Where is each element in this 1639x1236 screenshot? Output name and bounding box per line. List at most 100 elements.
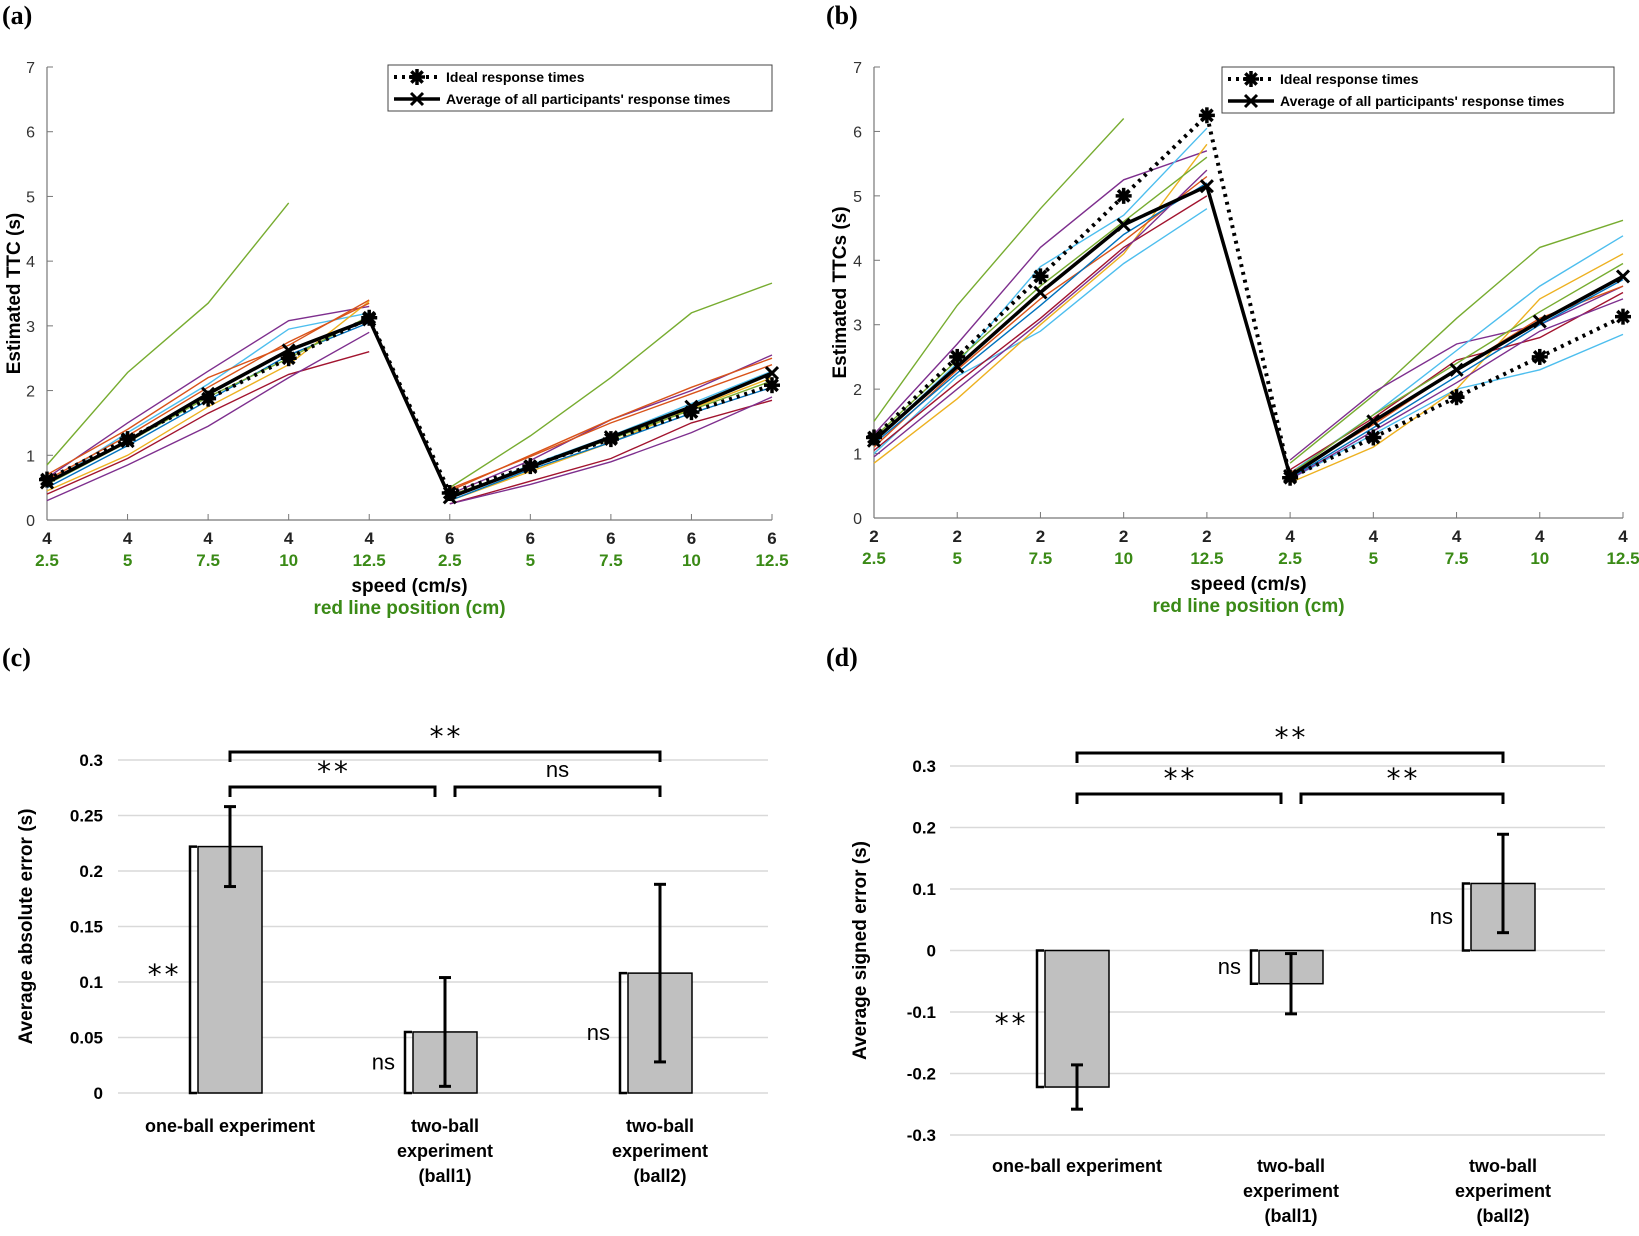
- legend-ideal-label: Ideal response times: [1280, 71, 1419, 87]
- participant-line: [873, 156, 1208, 439]
- y-tick-label: 5: [26, 189, 35, 206]
- average-marker: [1615, 269, 1631, 284]
- comparison-bracket: [228, 785, 437, 797]
- participant-line: [46, 305, 370, 479]
- y-tick-label: 0: [94, 1084, 103, 1103]
- y-tick-label: 0: [26, 513, 35, 530]
- y-tick-label: 7: [26, 60, 35, 77]
- bar-significance-bracket: [1249, 949, 1258, 985]
- x-tick-speed: 2: [1119, 527, 1128, 546]
- participant-line: [1289, 333, 1624, 480]
- y-tick-label: 0.2: [79, 862, 103, 881]
- ideal-marker: [280, 350, 297, 367]
- x-tick-speed: 6: [606, 529, 615, 548]
- ideal-marker: [361, 309, 378, 326]
- x-tick-position: 7.5: [196, 551, 220, 570]
- x-tick-position: 2.5: [862, 549, 886, 568]
- ideal-marker-core: [42, 475, 52, 484]
- average-marker: [1116, 217, 1131, 232]
- average-series-line: [872, 183, 1624, 479]
- legend-average-marker: [409, 91, 425, 107]
- category-label: experiment: [1455, 1181, 1551, 1201]
- ideal-marker: [1282, 469, 1299, 486]
- x-tick-speed: 4: [1452, 527, 1462, 546]
- participant-line: [1289, 298, 1624, 480]
- y-tick-label: 6: [853, 124, 862, 141]
- average-marker: [1199, 179, 1214, 194]
- line-chart-a: 0 1 2 3 4 5 6 7 4 2.5 4 5 4 7.5 4 10 4 12.5 6 2.5 6 5 6 7.5 6 10 6…: [4, 60, 789, 619]
- x-tick-speed: 2: [952, 527, 961, 546]
- ideal-marker-core: [525, 461, 535, 471]
- participant-line: [1289, 278, 1624, 479]
- participant-line: [873, 195, 1208, 451]
- category-label: one-ball experiment: [145, 1116, 315, 1136]
- line-chart-b: 0 1 2 3 4 5 6 7 2 2.5 2 5 2 7.5 2 10 2 12.5 4 2.5 4 5 4 7.5 4 10 4…: [830, 60, 1639, 617]
- x-tick-position: 10: [1114, 549, 1133, 568]
- participant-line: [46, 331, 370, 502]
- legend: Ideal response times Average of all parti…: [387, 64, 773, 112]
- ideal-marker-core: [767, 380, 777, 390]
- y-tick-label: -0.1: [907, 1003, 936, 1022]
- average-marker: [764, 366, 780, 381]
- participant-line: [46, 351, 370, 495]
- ideal-marker-core: [1618, 312, 1628, 322]
- participant-line: [1289, 219, 1624, 464]
- y-tick-label: 0.15: [70, 918, 103, 937]
- x-tick-speed: 2: [1202, 527, 1211, 546]
- average-marker-b: [1199, 179, 1214, 194]
- participant-line: [449, 364, 773, 490]
- bar-significance-label: **: [146, 958, 180, 991]
- ideal-marker: [522, 458, 539, 475]
- y-axis-label: Average signed error (s): [850, 841, 871, 1060]
- participant-line: [46, 299, 370, 476]
- ideal-marker-core: [1285, 473, 1295, 483]
- y-axis-label: Estimated TTC (s): [4, 213, 25, 375]
- comparison-bracket: [1075, 792, 1283, 804]
- x-tick-position: 5: [1369, 549, 1378, 568]
- x-tick-speed: 4: [1285, 527, 1295, 546]
- x-tick-position: 2.5: [35, 551, 59, 570]
- bar-significance-label: ns: [1218, 954, 1241, 979]
- x-tick-position: 2.5: [438, 551, 462, 570]
- bar-significance-bracket: [618, 971, 627, 1095]
- comparison-label: **: [316, 755, 350, 788]
- panel-label-b: (b): [826, 1, 858, 30]
- average-series-line: [46, 317, 773, 500]
- y-axis-label: Estimated TTCs (s): [830, 206, 851, 378]
- x-tick-position: 12.5: [1190, 549, 1223, 568]
- x-tick-position: 10: [279, 551, 298, 570]
- x-tick-position: 10: [682, 551, 701, 570]
- x-tick-position: 7.5: [1445, 549, 1469, 568]
- participant-line: [449, 282, 773, 489]
- average-marker-b: [1615, 269, 1631, 284]
- y-tick-label: -0.2: [907, 1065, 936, 1084]
- legend: Ideal response times Average of all parti…: [1221, 66, 1615, 114]
- ideal-marker: [683, 404, 700, 421]
- x-tick-speed: 6: [445, 529, 454, 548]
- bar-significance-label: ns: [587, 1020, 610, 1045]
- ideal-marker: [200, 390, 217, 407]
- ideal-marker-core: [1368, 433, 1378, 442]
- x-tick-speed: 4: [203, 529, 213, 548]
- bar-significance-bracket: [1035, 949, 1044, 1089]
- x-tick-position: 7.5: [1029, 549, 1053, 568]
- ideal-marker-core: [1452, 392, 1461, 402]
- y-tick-label: 7: [853, 60, 862, 77]
- participant-line: [873, 169, 1208, 458]
- ideal-marker: [1448, 389, 1465, 406]
- x-tick-speed: 4: [284, 529, 294, 548]
- legend-average-label: Average of all participants' response ti…: [1280, 93, 1565, 109]
- x-axis-label-2: red line position (cm): [313, 598, 505, 619]
- category-label: two-ball: [1469, 1156, 1537, 1176]
- category-label: two-ball: [626, 1116, 694, 1136]
- participant-line: [873, 182, 1208, 445]
- y-tick-label: 0.1: [79, 973, 103, 992]
- average-marker: [1033, 285, 1048, 300]
- legend-ideal-marker-core: [412, 72, 422, 82]
- panel-label-a: (a): [2, 1, 32, 30]
- participant-line: [1289, 253, 1624, 484]
- average-marker-b: [1532, 314, 1547, 329]
- legend-ideal-marker: [409, 69, 425, 85]
- x-tick-speed: 4: [1535, 527, 1545, 546]
- bar-significance-bracket: [403, 1030, 412, 1095]
